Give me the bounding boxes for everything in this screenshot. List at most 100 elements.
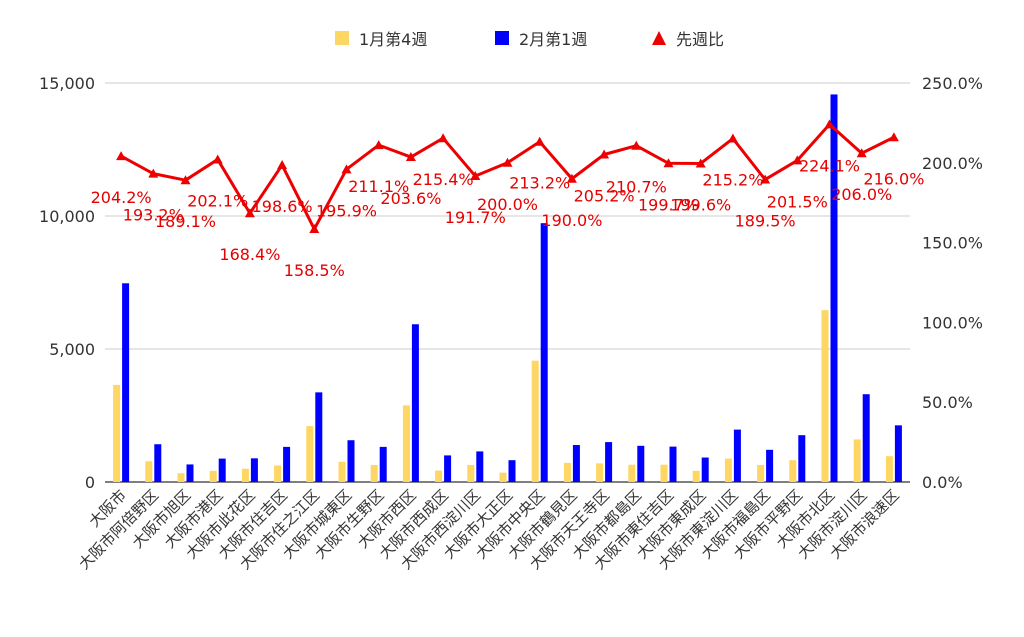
bar-week1	[435, 470, 443, 482]
y-right-tick: 150.0%	[922, 234, 983, 253]
bar-week1	[789, 460, 797, 482]
ratio-data-label: 216.0%	[863, 169, 924, 188]
ratio-point-marker	[470, 171, 481, 181]
ratio-data-label: 224.1%	[799, 156, 860, 175]
bar-week1	[853, 439, 861, 482]
bar-week2	[766, 449, 774, 482]
bar-week1	[402, 405, 410, 482]
ratio-point-marker	[502, 157, 513, 167]
bar-week2	[637, 445, 645, 482]
ratio-data-label: 193.2%	[123, 206, 184, 225]
ratio-data-label: 158.5%	[284, 261, 345, 280]
ratio-point-marker	[566, 173, 577, 183]
bar-week2	[476, 451, 484, 482]
ratio-point-marker	[824, 119, 835, 129]
bar-week2	[862, 394, 870, 482]
ratio-data-label: 198.6%	[252, 197, 313, 216]
ratio-data-label: 168.4%	[219, 245, 280, 264]
ratio-data-label: 195.9%	[316, 201, 377, 220]
bar-week2	[379, 446, 387, 482]
gridlines	[105, 82, 910, 483]
ratio-point-marker	[180, 175, 191, 185]
bar-week1	[531, 360, 539, 482]
bar-week2	[798, 435, 806, 482]
bar-week1	[145, 461, 153, 482]
ratio-data-label: 189.1%	[155, 212, 216, 231]
legend-label: 先週比	[676, 30, 724, 49]
bar-week2	[347, 440, 355, 482]
ratio-data-label: 189.5%	[735, 212, 796, 231]
ratio-point-marker	[888, 132, 899, 142]
bar-week2	[830, 94, 838, 483]
ratio-point-marker	[727, 133, 738, 143]
bar-week2	[186, 464, 194, 482]
bar-week2	[508, 460, 516, 482]
ratio-point-marker	[277, 160, 288, 170]
bar-week2	[122, 283, 130, 482]
bar-week2	[154, 444, 162, 482]
ratio-data-label: 211.1%	[348, 177, 409, 196]
bars	[113, 94, 902, 483]
ratio-data-label: 200.0%	[477, 195, 538, 214]
bar-week2	[540, 223, 548, 482]
bar-week1	[628, 464, 636, 482]
y-left-tick: 10,000	[39, 207, 95, 226]
ratio-data-label: 204.2%	[91, 188, 152, 207]
bar-week2	[444, 455, 452, 482]
ratio-point-marker	[695, 158, 706, 168]
legend-marker-ratio	[652, 31, 666, 45]
legend-label: 2月第1週	[519, 30, 587, 49]
bar-week1	[370, 464, 378, 482]
y-right-tick: 100.0%	[922, 313, 983, 332]
ratio-data-label: 202.1%	[187, 191, 248, 210]
bar-week1	[724, 458, 732, 482]
ratio-point-marker	[148, 168, 159, 178]
ratio-data-label: 190.0%	[541, 211, 602, 230]
bar-week2	[411, 324, 419, 482]
bar-week1	[499, 472, 507, 482]
ratio-data-label: 213.2%	[509, 174, 570, 193]
ratio-point-marker	[405, 152, 416, 162]
y-right-tick: 50.0%	[922, 393, 973, 412]
ratio-point-marker	[792, 155, 803, 165]
ratio-point-marker	[244, 208, 255, 218]
ratio-data-label: 205.2%	[574, 187, 635, 206]
data-labels: 204.2%193.2%189.1% 202.1% 168.4% 198.6% 158.…	[91, 156, 925, 280]
bar-week2	[701, 457, 709, 482]
bar-week1	[241, 468, 249, 482]
bar-week1	[885, 456, 893, 482]
bar-week2	[315, 392, 323, 482]
ratio-data-label: 201.5%	[767, 192, 828, 211]
bar-week1	[467, 464, 475, 482]
ratio-point-marker	[856, 148, 867, 158]
ratio-point-marker	[373, 140, 384, 150]
bar-week1	[596, 463, 604, 482]
ratio-line	[116, 119, 899, 234]
bar-week1	[209, 470, 217, 482]
ratio-point-marker	[309, 224, 320, 234]
y-left-tick: 15,000	[39, 74, 95, 93]
ratio-point-marker	[631, 140, 642, 150]
bar-week1	[177, 473, 185, 482]
bar-week2	[572, 445, 580, 482]
ratio-point-marker	[534, 136, 545, 146]
bar-week1	[338, 461, 346, 482]
bar-week2	[669, 446, 677, 482]
bar-week2	[250, 458, 258, 482]
axes: 05,00010,00015,0000.0%50.0%100.0%150.0%2…	[39, 74, 983, 573]
bar-week1	[306, 426, 314, 482]
ratio-data-label: 199.7%	[638, 195, 699, 214]
ratio-point-marker	[438, 133, 449, 143]
ratio-data-label: 215.2%	[702, 171, 763, 190]
y-left-tick: 0	[85, 473, 95, 492]
y-left-tick: 5,000	[49, 340, 95, 359]
legend: 1月第4週 2月第1週 先週比	[335, 30, 724, 49]
ratio-point-marker	[116, 151, 127, 161]
bar-week1	[757, 464, 765, 482]
bar-week2	[218, 458, 226, 482]
bar-week2	[283, 446, 291, 482]
bar-week2	[894, 425, 902, 482]
bar-week2	[733, 429, 741, 482]
